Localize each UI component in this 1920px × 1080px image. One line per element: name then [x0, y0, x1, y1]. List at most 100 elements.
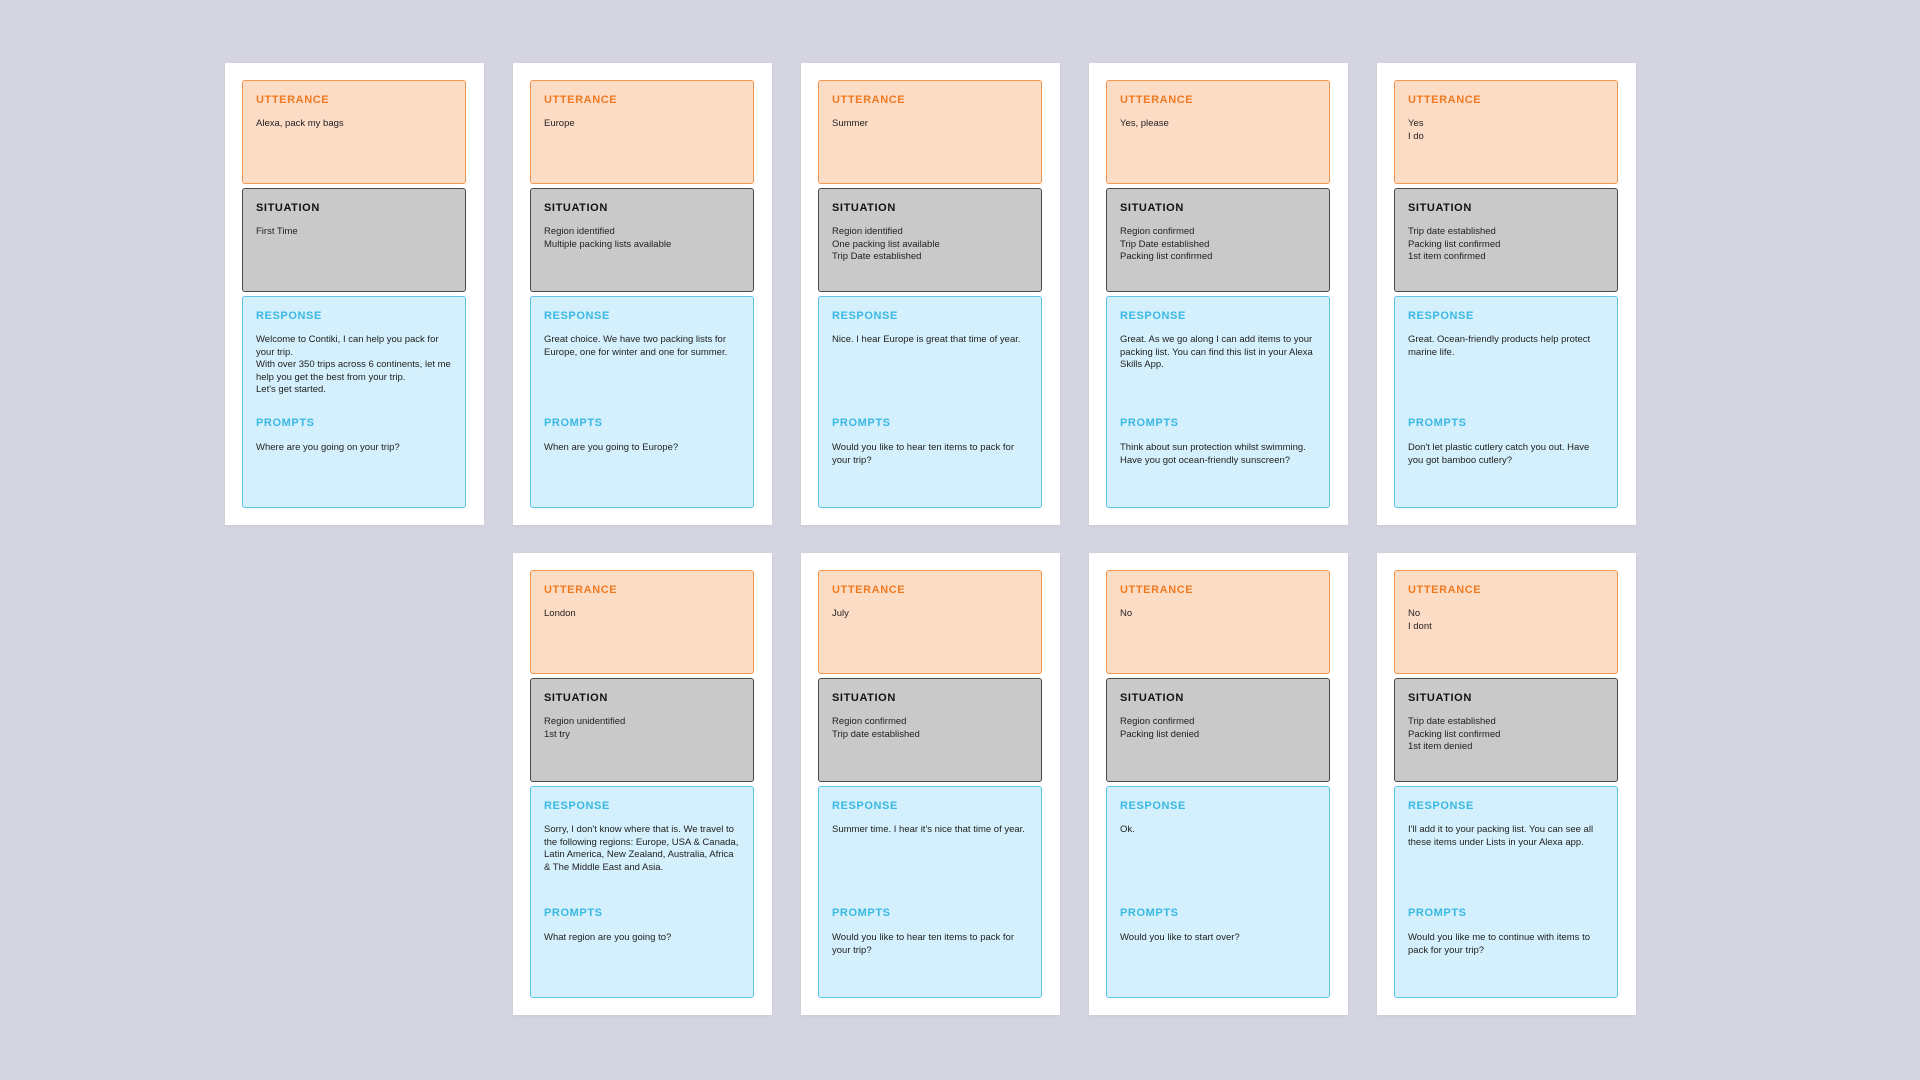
utterance-panel: UTTERANCE No I dont [1394, 570, 1618, 674]
situation-text: Region identified Multiple packing lists… [544, 226, 672, 250]
response-panel: RESPONSE Nice. I hear Europe is great th… [818, 296, 1042, 508]
prompts-text: What region are you going to? [544, 932, 672, 943]
prompts-text: Think about sun protection whilst swimmi… [1120, 442, 1306, 466]
prompts-header: PROMPTS [1120, 417, 1179, 429]
utterance-panel: UTTERANCE London [530, 570, 754, 674]
situation-header: SITUATION [544, 202, 608, 214]
situation-text: Region confirmed Packing list denied [1120, 716, 1200, 740]
utterance-text: London [544, 608, 576, 619]
situation-text: Trip date established Packing list confi… [1408, 226, 1501, 262]
utterance-panel: UTTERANCE July [818, 570, 1042, 674]
situation-text: Region unidentified 1st try [544, 716, 626, 740]
utterance-text: Summer [832, 118, 868, 129]
dialog-card-3: UTTERANCE Summer SITUATION Region identi… [801, 63, 1060, 525]
utterance-text: Europe [544, 118, 575, 129]
utterance-panel: UTTERANCE Europe [530, 80, 754, 184]
response-header: RESPONSE [256, 310, 322, 322]
utterance-panel: UTTERANCE Alexa, pack my bags [242, 80, 466, 184]
dialog-card-8: UTTERANCE No SITUATION Region confirmed … [1089, 553, 1348, 1015]
utterance-header: UTTERANCE [1408, 94, 1482, 106]
utterance-header: UTTERANCE [1120, 94, 1194, 106]
response-header: RESPONSE [832, 310, 898, 322]
response-header: RESPONSE [1408, 800, 1474, 812]
response-header: RESPONSE [544, 310, 610, 322]
utterance-header: UTTERANCE [544, 94, 618, 106]
situation-header: SITUATION [544, 692, 608, 704]
situation-panel: SITUATION Trip date established Packing … [1394, 188, 1618, 292]
response-panel: RESPONSE Welcome to Contiki, I can help … [242, 296, 466, 508]
dialog-card-7: UTTERANCE July SITUATION Region confirme… [801, 553, 1060, 1015]
response-panel: RESPONSE Summer time. I hear it's nice t… [818, 786, 1042, 998]
utterance-header: UTTERANCE [832, 94, 906, 106]
response-text: Great choice. We have two packing lists … [544, 334, 728, 358]
dialog-card-1: UTTERANCE Alexa, pack my bags SITUATION … [225, 63, 484, 525]
prompts-text: Where are you going on your trip? [256, 442, 400, 453]
response-panel: RESPONSE Great. Ocean-friendly products … [1394, 296, 1618, 508]
response-text: Great. Ocean-friendly products help prot… [1408, 334, 1591, 358]
prompts-header: PROMPTS [832, 417, 891, 429]
utterance-panel: UTTERANCE Yes, please [1106, 80, 1330, 184]
situation-header: SITUATION [832, 692, 896, 704]
utterance-text: July [832, 608, 849, 619]
response-panel: RESPONSE Sorry, I don't know where that … [530, 786, 754, 998]
situation-header: SITUATION [1408, 202, 1472, 214]
situation-header: SITUATION [256, 202, 320, 214]
utterance-text: Yes I do [1408, 118, 1424, 142]
situation-text: Region confirmed Trip date established [832, 716, 920, 740]
situation-header: SITUATION [1120, 692, 1184, 704]
prompts-text: Would you like to hear ten items to pack… [832, 932, 1014, 956]
response-header: RESPONSE [1120, 800, 1186, 812]
prompts-header: PROMPTS [1408, 417, 1467, 429]
situation-panel: SITUATION Region confirmed Trip Date est… [1106, 188, 1330, 292]
dialog-card-2: UTTERANCE Europe SITUATION Region identi… [513, 63, 772, 525]
response-text: Welcome to Contiki, I can help you pack … [256, 334, 451, 395]
response-header: RESPONSE [832, 800, 898, 812]
prompts-header: PROMPTS [256, 417, 315, 429]
response-text: Sorry, I don't know where that is. We tr… [544, 824, 739, 873]
situation-header: SITUATION [1120, 202, 1184, 214]
dialog-card-9: UTTERANCE No I dont SITUATION Trip date … [1377, 553, 1636, 1015]
utterance-header: UTTERANCE [1120, 584, 1194, 596]
situation-panel: SITUATION Region unidentified 1st try [530, 678, 754, 782]
dialog-card-4: UTTERANCE Yes, please SITUATION Region c… [1089, 63, 1348, 525]
prompts-header: PROMPTS [1408, 907, 1467, 919]
utterance-text: Yes, please [1120, 118, 1169, 129]
dialog-card-6: UTTERANCE London SITUATION Region uniden… [513, 553, 772, 1015]
response-text: Summer time. I hear it's nice that time … [832, 824, 1025, 835]
response-header: RESPONSE [1120, 310, 1186, 322]
situation-text: Trip date established Packing list confi… [1408, 716, 1501, 752]
situation-text: Region confirmed Trip Date established P… [1120, 226, 1213, 262]
prompts-header: PROMPTS [544, 907, 603, 919]
situation-text: First Time [256, 226, 298, 237]
prompts-text: Would you like me to continue with items… [1408, 932, 1590, 956]
prompts-text: Don't let plastic cutlery catch you out.… [1408, 442, 1590, 466]
situation-panel: SITUATION Region confirmed Packing list … [1106, 678, 1330, 782]
utterance-panel: UTTERANCE Summer [818, 80, 1042, 184]
situation-panel: SITUATION First Time [242, 188, 466, 292]
response-text: I'll add it to your packing list. You ca… [1408, 824, 1594, 848]
prompts-header: PROMPTS [544, 417, 603, 429]
utterance-panel: UTTERANCE Yes I do [1394, 80, 1618, 184]
utterance-header: UTTERANCE [256, 94, 330, 106]
prompts-header: PROMPTS [1120, 907, 1179, 919]
response-header: RESPONSE [1408, 310, 1474, 322]
utterance-text: Alexa, pack my bags [256, 118, 344, 129]
situation-panel: SITUATION Region confirmed Trip date est… [818, 678, 1042, 782]
response-text: Nice. I hear Europe is great that time o… [832, 334, 1021, 345]
prompts-header: PROMPTS [832, 907, 891, 919]
response-panel: RESPONSE Ok. PROMPTS Would you like to s… [1106, 786, 1330, 998]
dialog-card-5: UTTERANCE Yes I do SITUATION Trip date e… [1377, 63, 1636, 525]
response-text: Ok. [1120, 824, 1135, 835]
prompts-text: When are you going to Europe? [544, 442, 679, 453]
situation-header: SITUATION [832, 202, 896, 214]
response-panel: RESPONSE Great. As we go along I can add… [1106, 296, 1330, 508]
utterance-panel: UTTERANCE No [1106, 570, 1330, 674]
response-header: RESPONSE [544, 800, 610, 812]
situation-panel: SITUATION Region identified Multiple pac… [530, 188, 754, 292]
utterance-header: UTTERANCE [832, 584, 906, 596]
response-text: Great. As we go along I can add items to… [1120, 334, 1313, 370]
utterance-header: UTTERANCE [544, 584, 618, 596]
response-panel: RESPONSE Great choice. We have two packi… [530, 296, 754, 508]
situation-panel: SITUATION Region identified One packing … [818, 188, 1042, 292]
situation-panel: SITUATION Trip date established Packing … [1394, 678, 1618, 782]
